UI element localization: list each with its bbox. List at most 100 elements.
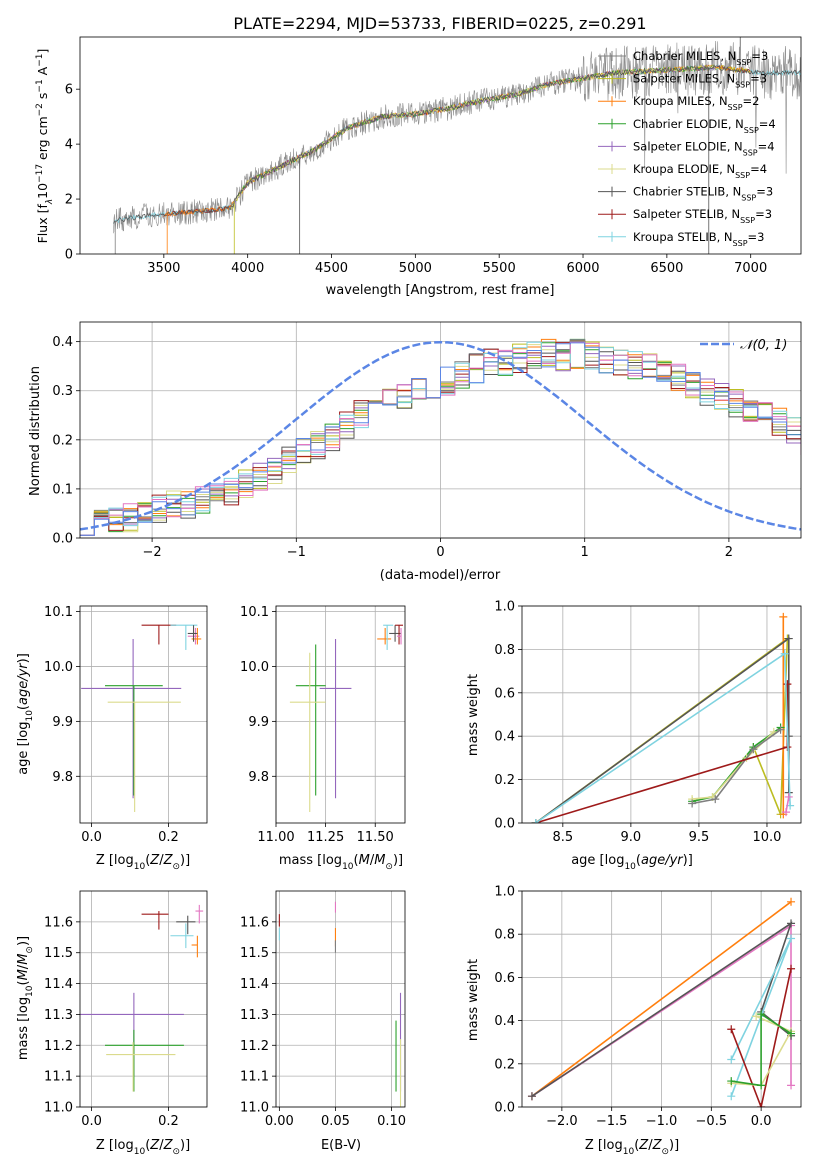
errorbar-point bbox=[295, 644, 326, 796]
residuals-x-tick-label: 2 bbox=[725, 545, 733, 560]
weight-vs-age-y-tick-label: 1.0 bbox=[494, 600, 515, 615]
spectrum-legend-label-sub: SSP bbox=[743, 148, 758, 157]
age-vs-mass-x-tick-label: 11.00 bbox=[257, 830, 294, 845]
weight-marker bbox=[780, 649, 789, 658]
errorbar-point bbox=[81, 638, 182, 799]
weight-marker bbox=[727, 1055, 736, 1064]
weight-vs-age-y-label: mass weight bbox=[466, 674, 481, 756]
errorbar-point bbox=[397, 627, 402, 645]
errorbar-point bbox=[106, 1042, 176, 1092]
mass-vs-Z-x-label-Z: Z bbox=[149, 1138, 160, 1153]
age-vs-mass-panel: 11.00 11.25 11.509.89.910.010.1 mass [log1… bbox=[240, 605, 406, 872]
age-vs-Z-y-tick-label: 10.1 bbox=[44, 605, 73, 620]
mass-vs-Z-y-label-M: M bbox=[16, 969, 31, 980]
weight-vs-age-frame bbox=[521, 605, 802, 824]
weight-marker bbox=[787, 919, 796, 928]
figure-title: PLATE=2294, MJD=53733, FIBERID=0225, z=0… bbox=[233, 14, 646, 33]
spectrum-legend-label-n: =3 bbox=[750, 72, 767, 86]
weight-marker bbox=[727, 1092, 736, 1101]
residuals-x-axis-label: (data-model)/error bbox=[380, 568, 501, 583]
weight-marker bbox=[688, 799, 697, 808]
age-vs-Z-y-label-sub: 10 bbox=[25, 710, 35, 722]
weight-line-kroupa-miles bbox=[531, 901, 792, 1097]
weight-vs-Z-panel: −2.0 −1.5 −1.0 −0.5 0.0 0.0 0.2 0.4 0.6 0.8 1.0 Z … bbox=[466, 885, 802, 1157]
weight-vs-Z-x-label-main: Z [log bbox=[585, 1138, 623, 1153]
weight-vs-age-y-tick-label: 0.4 bbox=[494, 730, 515, 745]
weight-marker bbox=[787, 1081, 796, 1090]
age-vs-mass-y-tick-label: 9.8 bbox=[248, 770, 269, 785]
spectrum-x-tick-label: 6000 bbox=[566, 261, 599, 276]
weight-vs-Z-x-tick-label: 0.0 bbox=[751, 1114, 772, 1129]
residuals-x-tick-label: 1 bbox=[581, 545, 589, 560]
age-vs-Z-x-label-close: )] bbox=[180, 853, 190, 868]
weight-marker bbox=[787, 934, 796, 943]
mass-vs-EBV-y-tick-label: 11.5 bbox=[240, 946, 269, 961]
spectrum-legend-label: Kroupa MILES, NSSP=2 bbox=[633, 94, 759, 112]
spectrum-legend-label: Chabrier MILES, NSSP=3 bbox=[633, 49, 768, 67]
weight-vs-age-x-label-close: )] bbox=[683, 853, 693, 868]
weight-marker bbox=[727, 1025, 736, 1034]
mass-vs-Z-x-tick-label: 0.2 bbox=[158, 1114, 179, 1129]
weight-vs-age-panel: 8.5 9.0 9.5 10.0 0.0 0.2 0.4 0.6 0.8 1.0 age [log… bbox=[466, 600, 802, 872]
weight-vs-Z-y-tick-label: 0.6 bbox=[494, 971, 515, 986]
errorbar-point bbox=[170, 624, 198, 650]
spectrum-frame bbox=[79, 36, 802, 255]
mass-vs-Z-x-label-sun: ⊙ bbox=[172, 1147, 180, 1157]
histogram-series-chabrier-stelib bbox=[80, 340, 801, 536]
age-vs-Z-y-label-main: age [log bbox=[16, 722, 31, 775]
spectrum-series-chabrier-miles bbox=[113, 37, 801, 234]
spectrum-legend-label: Salpeter STELIB, NSSP=3 bbox=[633, 207, 772, 225]
weight-vs-age-y-tick-label: 0.8 bbox=[494, 643, 515, 658]
age-vs-mass-y-tick-label: 9.9 bbox=[248, 715, 269, 730]
spectrum-y-label-exp4: −1 bbox=[35, 54, 45, 67]
weight-marker bbox=[757, 1010, 766, 1019]
weight-vs-age-x-label-sub: 10 bbox=[624, 862, 636, 872]
spectrum-y-label-close: ] bbox=[35, 49, 50, 54]
age-vs-mass-x-label-sub: 10 bbox=[342, 862, 354, 872]
errorbar-point bbox=[141, 911, 169, 930]
weight-line-chabrier-elodie bbox=[691, 726, 782, 803]
age-vs-Z-x-label-Zsun: Z bbox=[163, 853, 174, 868]
age-vs-mass-y-tick-label: 10.0 bbox=[240, 660, 269, 675]
mass-vs-Z-y-label-sun: ⊙ bbox=[25, 946, 35, 954]
weight-vs-Z-x-label-Zsun: Z bbox=[652, 1138, 663, 1153]
spectrum-legend-label-n: =3 bbox=[748, 230, 765, 244]
mass-vs-Z-x-label-sub: 10 bbox=[134, 1147, 146, 1157]
mass-vs-Z-y-tick-label: 11.1 bbox=[44, 1070, 73, 1085]
weight-marker bbox=[711, 795, 720, 804]
errorbar-point bbox=[383, 624, 394, 650]
weight-marker bbox=[749, 745, 758, 754]
spectrum-legend-label: Salpeter ELODIE, NSSP=4 bbox=[633, 139, 775, 157]
mass-vs-EBV-y-tick-label: 11.2 bbox=[240, 1039, 269, 1054]
weight-vs-Z-frame bbox=[521, 890, 802, 1108]
residuals-y-tick-label: 0.2 bbox=[52, 433, 73, 448]
residuals-y-tick-label: 0.3 bbox=[52, 384, 73, 399]
weight-vs-age-x-label-rest: ( bbox=[636, 853, 641, 868]
weight-vs-age-y-tick-label: 0.6 bbox=[494, 686, 515, 701]
spectrum-legend-label: Kroupa ELODIE, NSSP=4 bbox=[633, 162, 767, 180]
errorbar-point bbox=[191, 935, 198, 958]
spectrum-marks bbox=[113, 37, 801, 254]
spectrum-legend-label-main: Chabrier ELODIE, N bbox=[633, 117, 744, 131]
spectrum-legend-label-main: Kroupa STELIB, N bbox=[633, 230, 733, 244]
age-vs-mass-marks bbox=[289, 624, 404, 813]
weight-marker bbox=[757, 1103, 766, 1107]
mass-vs-EBV-y-tick-label: 11.4 bbox=[240, 977, 269, 992]
weight-line-kroupa-stelib bbox=[730, 938, 792, 1097]
weight-marker bbox=[779, 612, 788, 621]
mass-vs-Z-y-label: mass [log10(M/M⊙)] bbox=[16, 936, 35, 1060]
weight-vs-Z-y-tick-label: 0.8 bbox=[494, 928, 515, 943]
spectrum-legend-label-main: Kroupa ELODIE, N bbox=[633, 162, 735, 176]
errorbar-point bbox=[319, 638, 352, 799]
mass-vs-EBV-y-tick-label: 11.3 bbox=[240, 1008, 269, 1023]
spectrum-y-tick-label: 6 bbox=[65, 83, 73, 98]
age-vs-Z-x-label-slash: / bbox=[159, 853, 164, 868]
mass-vs-Z-x-label-close: )] bbox=[180, 1138, 190, 1153]
spectrum-legend-label-n: =4 bbox=[758, 139, 775, 153]
errorbar-point bbox=[377, 627, 392, 645]
weight-vs-Z-x-label-sub: 10 bbox=[623, 1147, 635, 1157]
age-vs-Z-y-tick-label: 10.0 bbox=[44, 660, 73, 675]
mass-vs-Z-plot: 0.0 0.2 11.0 11.1 11.2 11.3 11.4 11.5 11.6 bbox=[44, 890, 208, 1129]
